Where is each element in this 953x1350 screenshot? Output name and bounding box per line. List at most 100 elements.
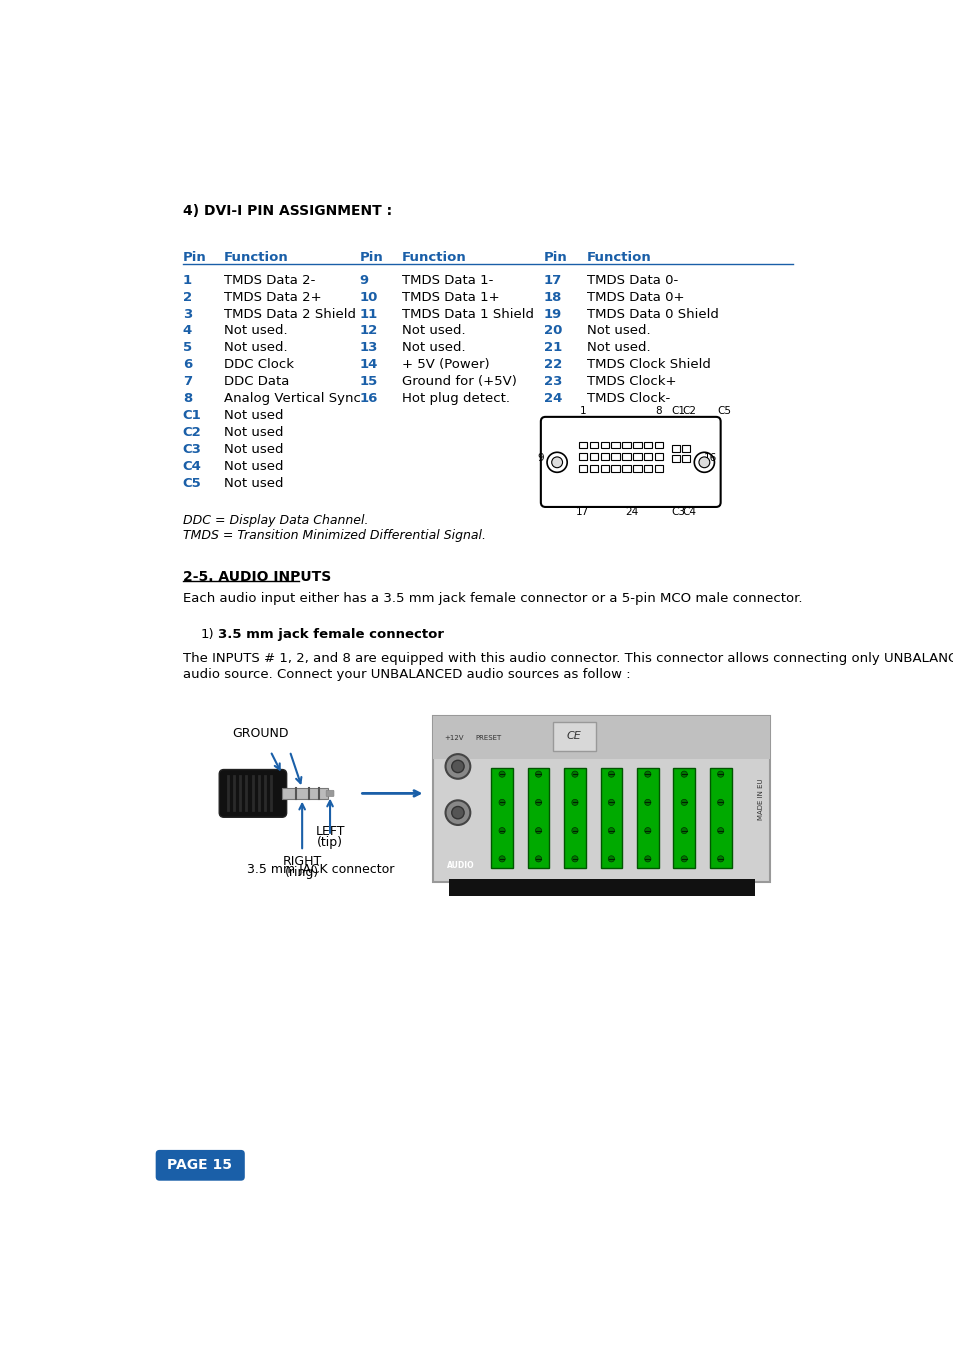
Text: TMDS Data 1 Shield: TMDS Data 1 Shield	[402, 308, 534, 320]
Text: Function: Function	[224, 251, 289, 263]
Bar	[599, 454, 608, 460]
Bar	[654, 441, 662, 448]
Bar	[633, 464, 641, 471]
Circle shape	[717, 771, 723, 778]
Text: TMDS = Transition Minimized Differential Signal.: TMDS = Transition Minimized Differential…	[183, 529, 485, 543]
Circle shape	[571, 799, 578, 806]
Text: 9: 9	[359, 274, 368, 286]
Text: Not used.: Not used.	[224, 342, 287, 355]
Circle shape	[644, 856, 650, 861]
Bar	[709, 768, 731, 868]
Text: C5: C5	[717, 406, 731, 416]
Text: C5: C5	[183, 477, 201, 490]
Text: TMDS Clock Shield: TMDS Clock Shield	[586, 358, 710, 371]
FancyBboxPatch shape	[155, 1150, 245, 1181]
Bar	[589, 464, 598, 471]
Bar	[599, 768, 621, 868]
Text: Not used.: Not used.	[402, 342, 465, 355]
Text: AUDIO: AUDIO	[447, 860, 475, 869]
FancyBboxPatch shape	[540, 417, 720, 508]
Text: 13: 13	[359, 342, 377, 355]
Text: Not used.: Not used.	[402, 324, 465, 338]
Text: +12V: +12V	[444, 734, 464, 741]
Text: 16: 16	[359, 393, 377, 405]
Text: 3.5 mm jack female connector: 3.5 mm jack female connector	[218, 628, 444, 641]
Text: Not used.: Not used.	[224, 324, 287, 338]
Text: C4: C4	[183, 460, 201, 472]
Text: TMDS Data 1+: TMDS Data 1+	[402, 290, 499, 304]
Circle shape	[571, 771, 578, 778]
Text: audio source. Connect your UNBALANCED audio sources as follow :: audio source. Connect your UNBALANCED au…	[183, 668, 630, 680]
Circle shape	[680, 856, 686, 861]
Circle shape	[452, 760, 464, 772]
Text: 3.5 mm JACK connector: 3.5 mm JACK connector	[247, 863, 395, 876]
Text: TMDS Clock-: TMDS Clock-	[586, 393, 669, 405]
Text: 4) DVI-I PIN ASSIGNMENT :: 4) DVI-I PIN ASSIGNMENT :	[183, 204, 392, 219]
Text: 23: 23	[543, 375, 561, 389]
Text: 21: 21	[543, 342, 561, 355]
Text: C1: C1	[671, 406, 685, 416]
Text: 2-5. AUDIO INPUTS: 2-5. AUDIO INPUTS	[183, 570, 331, 585]
Text: GROUND: GROUND	[232, 726, 288, 740]
Text: DDC = Display Data Channel.: DDC = Display Data Channel.	[183, 514, 368, 526]
Text: Ground for (+5V): Ground for (+5V)	[402, 375, 517, 389]
Text: 3: 3	[183, 308, 192, 320]
Text: 16: 16	[703, 454, 716, 463]
Circle shape	[717, 856, 723, 861]
Text: Hot plug detect.: Hot plug detect.	[402, 393, 510, 405]
Text: Not used: Not used	[224, 427, 283, 439]
Bar	[633, 454, 641, 460]
Text: Not used: Not used	[224, 409, 283, 423]
Text: The INPUTS # 1, 2, and 8 are equipped with this audio connector. This connector : The INPUTS # 1, 2, and 8 are equipped wi…	[183, 652, 953, 666]
Text: (tip): (tip)	[316, 836, 343, 849]
Bar	[637, 768, 658, 868]
Text: LEFT: LEFT	[315, 825, 344, 838]
Bar	[589, 454, 598, 460]
Bar	[578, 441, 587, 448]
Text: 24: 24	[543, 393, 561, 405]
FancyBboxPatch shape	[219, 769, 286, 817]
Bar	[553, 722, 596, 751]
Circle shape	[571, 828, 578, 834]
Text: 14: 14	[359, 358, 377, 371]
Bar	[589, 441, 598, 448]
Text: Pin: Pin	[183, 251, 207, 263]
Bar	[578, 464, 587, 471]
Text: 20: 20	[543, 324, 561, 338]
Text: 11: 11	[359, 308, 377, 320]
Text: 5: 5	[183, 342, 192, 355]
Text: PAGE 15: PAGE 15	[167, 1158, 233, 1172]
Circle shape	[717, 828, 723, 834]
Text: C2: C2	[183, 427, 201, 439]
Text: TMDS Data 1-: TMDS Data 1-	[402, 274, 493, 286]
Bar	[527, 768, 549, 868]
Circle shape	[680, 799, 686, 806]
Text: 17: 17	[543, 274, 561, 286]
Circle shape	[608, 828, 614, 834]
Bar	[643, 464, 652, 471]
Text: 19: 19	[543, 308, 561, 320]
Text: Each audio input either has a 3.5 mm jack female connector or a 5-pin MCO male c: Each audio input either has a 3.5 mm jac…	[183, 591, 801, 605]
Bar	[563, 768, 585, 868]
Text: 15: 15	[359, 375, 377, 389]
Text: TMDS Data 2 Shield: TMDS Data 2 Shield	[224, 308, 355, 320]
Text: 18: 18	[543, 290, 561, 304]
Circle shape	[452, 806, 464, 819]
Bar	[611, 441, 619, 448]
Bar	[654, 464, 662, 471]
Text: TMDS Data 0-: TMDS Data 0-	[586, 274, 678, 286]
Circle shape	[445, 755, 470, 779]
Text: Not used: Not used	[224, 477, 283, 490]
Text: Pin: Pin	[359, 251, 383, 263]
Circle shape	[535, 771, 541, 778]
Text: TMDS Data 2-: TMDS Data 2-	[224, 274, 314, 286]
Text: TMDS Data 0 Shield: TMDS Data 0 Shield	[586, 308, 718, 320]
Text: (ring): (ring)	[285, 865, 319, 879]
Text: Not used.: Not used.	[586, 342, 650, 355]
Circle shape	[680, 828, 686, 834]
Circle shape	[498, 771, 505, 778]
Circle shape	[571, 856, 578, 861]
Circle shape	[680, 771, 686, 778]
Bar	[671, 455, 679, 462]
Text: TMDS Clock+: TMDS Clock+	[586, 375, 676, 389]
